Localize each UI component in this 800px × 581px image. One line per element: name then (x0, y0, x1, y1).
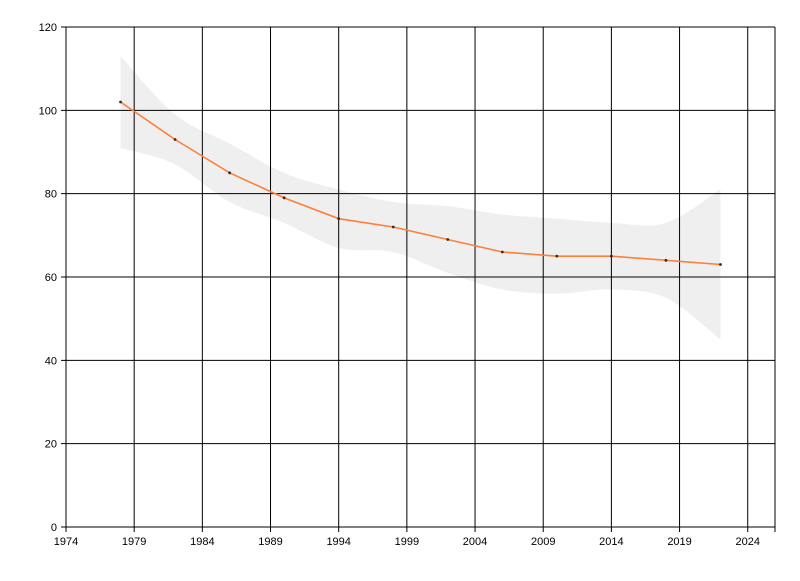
data-point (446, 238, 450, 241)
x-tick-label: 2004 (463, 536, 487, 548)
data-point (228, 171, 232, 175)
series-layer (119, 100, 722, 266)
x-tick-label: 1974 (54, 536, 78, 548)
y-tick-label: 20 (45, 439, 57, 451)
data-point (119, 100, 122, 104)
y-tick-label: 60 (45, 272, 57, 284)
x-tick-label: 2024 (735, 536, 759, 548)
data-point (609, 254, 613, 258)
x-tick-label: 1999 (395, 536, 419, 548)
confidence-band (120, 56, 721, 340)
x-tick-label: 1989 (258, 536, 282, 548)
x-tick-label: 2009 (531, 536, 555, 548)
y-tick-label: 120 (39, 22, 57, 34)
x-tick-label: 1979 (122, 536, 146, 548)
data-point (664, 258, 668, 262)
axis-layer (61, 27, 775, 532)
data-point (337, 217, 341, 221)
confidence-band-layer (120, 56, 721, 340)
data-point (173, 138, 177, 141)
tick-label-layer: 1974 1979 1984 1989 1994 1999 2004 2009 2014 2019… (39, 22, 760, 548)
data-point (500, 250, 504, 254)
data-point (555, 254, 559, 258)
x-tick-label: 2019 (667, 536, 691, 548)
data-point (719, 263, 722, 266)
y-tick-label: 100 (39, 105, 57, 117)
y-tick-label: 0 (51, 522, 57, 534)
x-tick-label: 2014 (599, 536, 623, 548)
data-point (282, 196, 286, 200)
data-point (391, 225, 395, 229)
series-line (120, 101, 721, 266)
x-tick-label: 1984 (190, 536, 214, 548)
x-tick-label: 1994 (326, 536, 350, 548)
y-tick-label: 40 (45, 355, 57, 367)
y-tick-label: 80 (45, 189, 57, 201)
